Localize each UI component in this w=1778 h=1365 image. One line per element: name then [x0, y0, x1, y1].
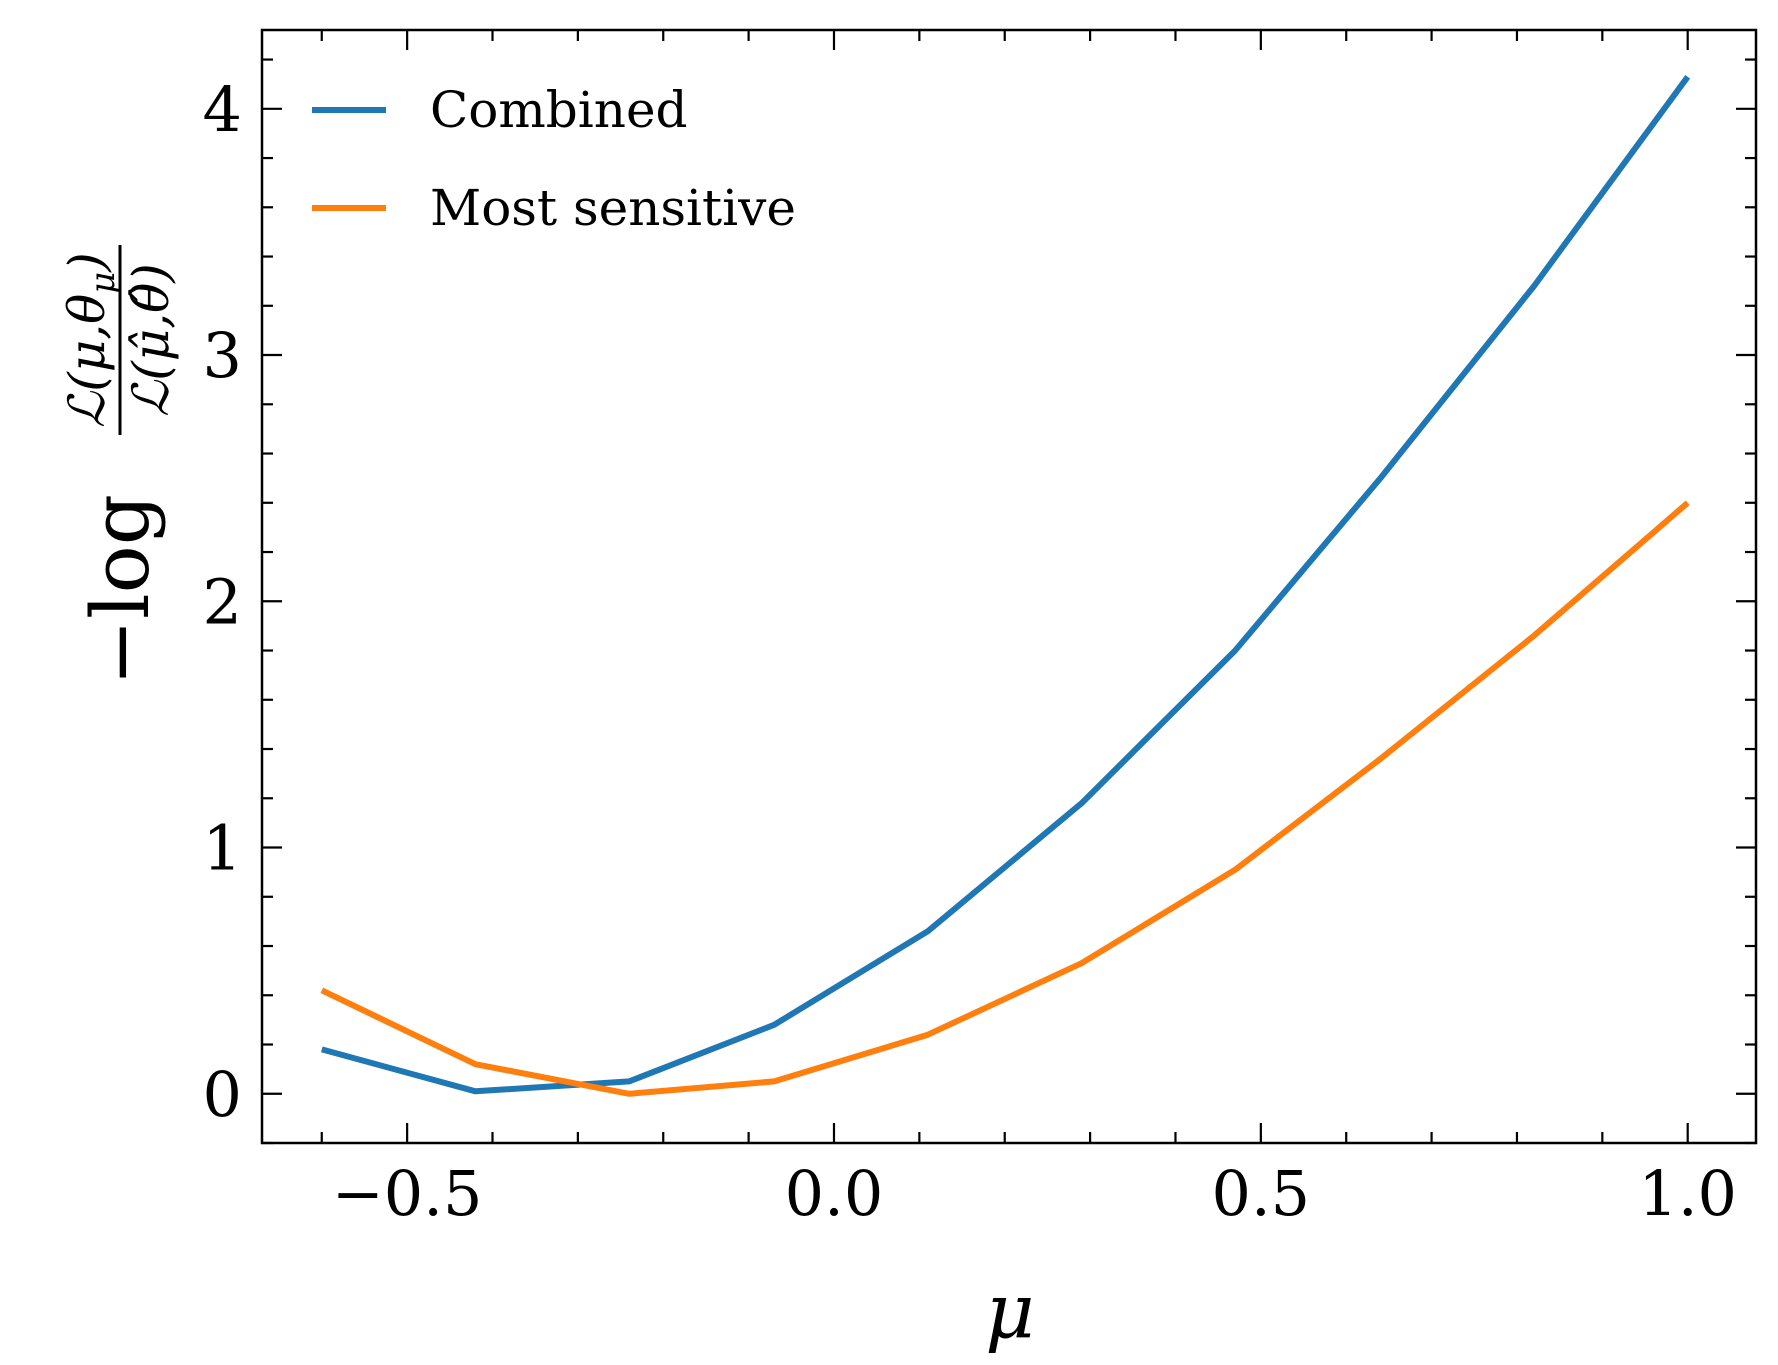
y-tick-label: 3 [203, 319, 242, 392]
svg-text:−log: −log [74, 494, 167, 686]
y-axis-title-denominator: ℒ(μ̂,θ̂) [122, 263, 180, 417]
plot-frame [260, 28, 1758, 1145]
y-axis-title-fraction: ℒ(μ,θμ) ℒ(μ̂,θ̂) [58, 245, 180, 435]
x-tick-label: 1.0 [1638, 1157, 1737, 1230]
legend-label-combined: Combined [430, 81, 688, 139]
legend: Combined Most sensitive [312, 81, 796, 237]
y-axis-title: −log ℒ(μ,θμ) ℒ(μ̂,θ̂) [58, 245, 180, 686]
y-axis-title-minus-log: −log [74, 494, 167, 686]
x-tick-label: 0.5 [1212, 1157, 1311, 1230]
x-tick-label: −0.5 [332, 1157, 483, 1230]
series-line-most-sensitive [320, 500, 1690, 1097]
y-tick-label: 1 [203, 812, 242, 885]
y-tick-label: 0 [203, 1058, 242, 1131]
series-line-combined [321, 75, 1691, 1095]
series-layer [320, 75, 1691, 1097]
x-tick-label: 0.0 [785, 1157, 884, 1230]
legend-label-most-sensitive: Most sensitive [430, 179, 796, 237]
y-tick-label: 4 [203, 73, 242, 146]
y-axis-title-numerator: ℒ(μ,θμ) [58, 252, 123, 428]
tick-labels-layer: −0.5 0.0 0.5 1.0 0 1 2 3 4 [203, 73, 1737, 1230]
x-axis-title: μ [985, 1266, 1034, 1355]
ticks-layer [262, 30, 1756, 1145]
y-tick-label: 2 [203, 565, 242, 638]
